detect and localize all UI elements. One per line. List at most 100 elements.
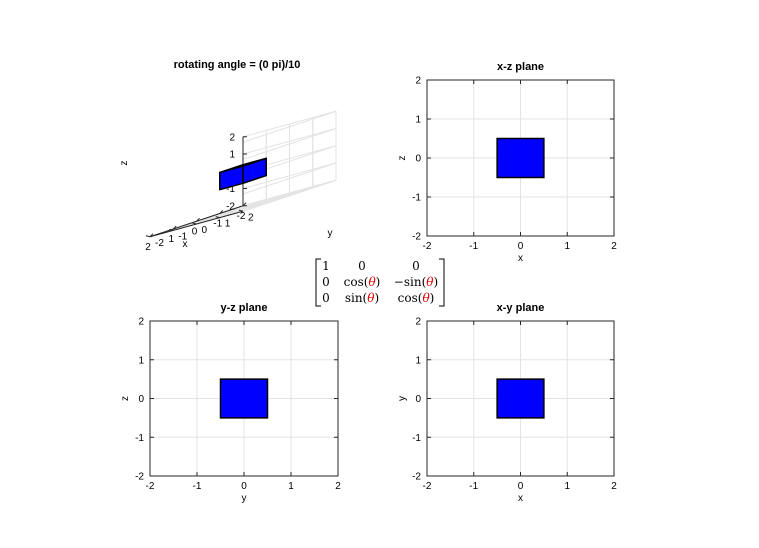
rotation-matrix: 1 0 00 cos(θ) −sin(θ)0 sin(θ) cos(θ) [315, 258, 445, 307]
matrix-cell-text: ) [376, 275, 381, 289]
x-axis-label: x [518, 253, 523, 264]
x-tick-label: 2 [611, 241, 617, 252]
x-tick-label: -2 [423, 241, 432, 252]
z-axis-label: z [119, 161, 130, 166]
x-tick-label: 2 [611, 481, 617, 492]
matrix-cell-text: 0 [322, 275, 330, 289]
x-tick-label: 2 [335, 481, 341, 492]
z-tick-label: -1 [226, 184, 235, 195]
grid-line [242, 128, 337, 155]
y-tick-label: 2 [415, 76, 421, 87]
y-tick-label: -1 [412, 193, 421, 204]
matrix-cell-text: 0 [358, 259, 366, 273]
matrix-cell-text: cos( [398, 291, 423, 305]
plot-xy-plane: -2 -1 0 1 2 -2 -1 0 1 2 x-y plane x y [397, 302, 617, 504]
y-tick-label: 0 [415, 394, 421, 405]
x-tick-label: 0 [518, 241, 524, 252]
y-tick-label: -2 [412, 472, 421, 483]
matrix-cell: 0 [412, 259, 420, 273]
x-tick-label: 0 [241, 481, 247, 492]
x-tick-label: -1 [469, 481, 478, 492]
matrix-cell-variable: θ [368, 275, 376, 289]
plot-title: x-y plane [497, 302, 545, 314]
y-tick-mark [192, 222, 197, 225]
matrix-right-bracket [439, 258, 445, 307]
matrix-cell: sin(θ) [345, 291, 379, 305]
x-tick-mark [172, 225, 177, 230]
y-tick-label: 2 [415, 317, 421, 328]
x-tick-label: -2 [237, 211, 246, 222]
matrix-cell-text: 1 [322, 259, 330, 273]
x-axis-label: y [242, 493, 247, 504]
x-tick-label: -1 [193, 481, 202, 492]
x-tick-label: -2 [423, 481, 432, 492]
matrix-cell: 0 [322, 275, 330, 289]
grid-line [173, 198, 267, 231]
x-tick-label: 0 [518, 481, 524, 492]
grid-line [242, 162, 337, 189]
y-axis-label: z [120, 396, 131, 401]
x-tick-label: 1 [564, 241, 570, 252]
x-tick-mark [149, 233, 154, 238]
y-tick-mark [169, 228, 174, 231]
y-tick-label: 1 [415, 115, 421, 126]
y-tick-label: 1 [225, 219, 231, 230]
y-tick-mark [238, 209, 244, 212]
y-tick-label: 2 [248, 212, 254, 223]
matrix-cell: cos(θ) [344, 275, 381, 289]
x-tick-label: 2 [145, 242, 151, 253]
y-tick-label: 1 [138, 355, 144, 366]
x-tick-label: 0 [192, 226, 198, 237]
z-tick-label: 1 [229, 150, 235, 161]
matrix-cell: −sin(θ) [394, 275, 438, 289]
cube-projection [219, 378, 269, 419]
grid-line [219, 186, 313, 219]
y-tick-mark [215, 216, 220, 219]
y-tick-label: 0 [202, 225, 208, 236]
x-tick-label: -2 [146, 481, 155, 492]
y-tick-label: -1 [135, 433, 144, 444]
y-tick-label: -2 [155, 238, 164, 249]
matrix-cell-text: ) [434, 275, 439, 289]
plot-xz-plane: -2 -1 0 1 2 -2 -1 0 1 2 x-z plane x z [397, 61, 617, 264]
x-tick-label: -1 [213, 219, 222, 230]
y-axis-label: y [328, 228, 333, 239]
matrix-cell: 0 [358, 259, 366, 273]
y-tick-label: 0 [415, 154, 421, 165]
plot-title: x-z plane [497, 61, 544, 73]
y-tick-label: -2 [412, 232, 421, 243]
matrix-cell-variable: θ [426, 275, 434, 289]
x-tick-label: 1 [564, 481, 570, 492]
matrix-cell-text: cos( [344, 275, 369, 289]
cube-top-face [219, 157, 267, 174]
y-axis-label: y [397, 396, 408, 401]
matrix-cell-variable: θ [367, 291, 375, 305]
matrix-left-bracket [315, 258, 321, 307]
plot-title: y-z plane [220, 302, 267, 314]
y-tick-label: -2 [135, 472, 144, 483]
plot-title: rotating angle = (0 pi)/10 [174, 59, 301, 71]
matrix-cell-variable: θ [422, 291, 430, 305]
matrix-cell-text: 0 [322, 291, 330, 305]
grid-line [196, 192, 290, 225]
plot-yz-plane: -2 -1 0 1 2 -2 -1 0 1 2 y-z plane y z [120, 302, 341, 504]
x-tick-label: 1 [168, 234, 174, 245]
x-tick-mark [196, 217, 200, 222]
matrix-cell-text: sin( [345, 291, 367, 305]
cube-projection [496, 378, 545, 419]
x-axis-label: x [183, 239, 188, 250]
z-tick-label: -2 [226, 201, 235, 212]
y-tick-label: 0 [138, 394, 144, 405]
grid-line [242, 110, 337, 138]
y-tick-mark [145, 235, 151, 238]
matrix-cell-text: ) [374, 291, 379, 305]
matrix-cell: 0 [322, 291, 330, 305]
cube-projection [496, 137, 545, 179]
matrix-cell: cos(θ) [398, 291, 435, 305]
z-tick-label: 2 [229, 132, 235, 143]
matrix-cell: 1 [322, 259, 330, 273]
y-tick-label: -1 [412, 433, 421, 444]
matrix-cell-text: −sin( [394, 275, 426, 289]
